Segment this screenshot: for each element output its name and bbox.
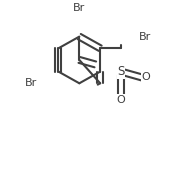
- Text: Br: Br: [25, 78, 37, 88]
- Text: Br: Br: [139, 32, 152, 42]
- Text: S: S: [117, 65, 125, 78]
- Text: O: O: [142, 73, 151, 82]
- Text: Br: Br: [73, 3, 86, 13]
- Text: O: O: [117, 95, 125, 105]
